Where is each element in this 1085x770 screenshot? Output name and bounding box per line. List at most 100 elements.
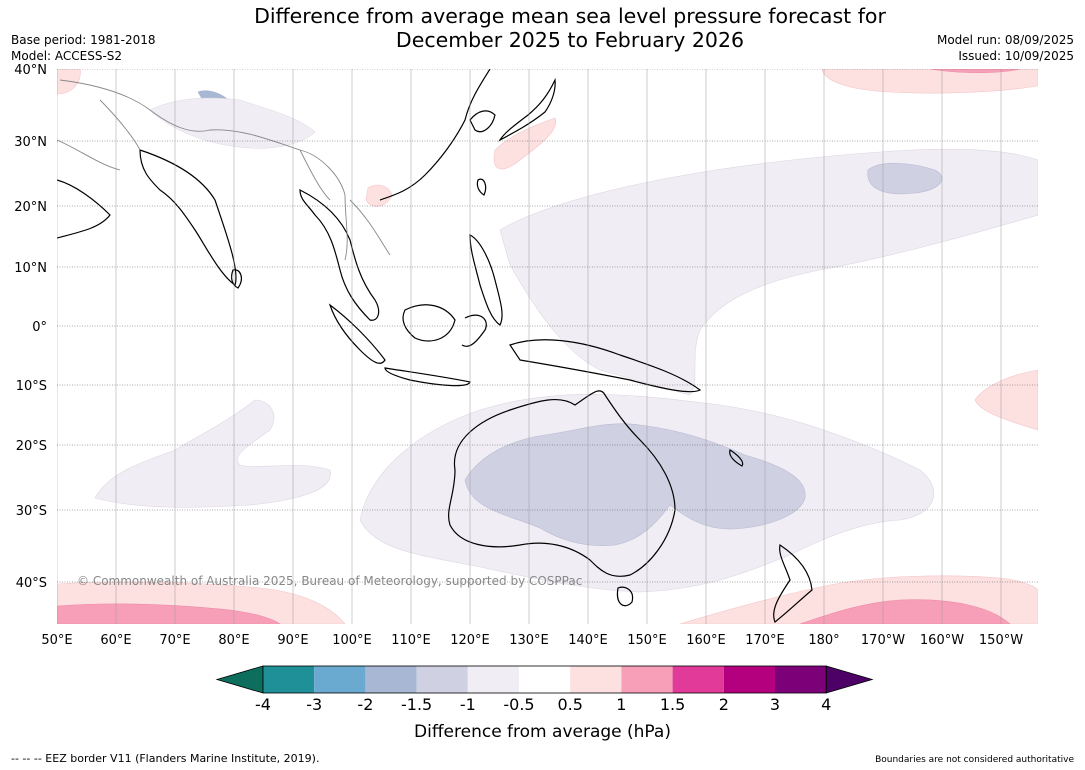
colorbar-segment (467, 666, 519, 693)
lat-label: 20°S (16, 439, 47, 454)
anomaly-region-negative-north-pacific (867, 162, 943, 195)
anomaly-region-strong-positive-southern-ocean (799, 599, 1011, 624)
colorbar-tick-label: -1 (460, 695, 476, 714)
lat-label: 30°S (16, 504, 47, 519)
lat-label: 10°S (16, 379, 47, 394)
map-title: Difference from average mean sea level p… (210, 4, 930, 52)
coastline-india (139, 149, 237, 286)
colorbar-tick-label: 1.5 (660, 695, 685, 714)
lon-label: 60°E (100, 633, 131, 648)
base-period: Base period: 1981-2018 (11, 33, 156, 47)
lon-label: 160°W (920, 633, 964, 648)
anomaly-region-strong-positive-north-pacific (929, 69, 1021, 73)
gridlines (57, 69, 1038, 583)
anomaly-region-strong-positive-south-indian (57, 603, 281, 624)
issued-date: Issued: 10/09/2025 (958, 49, 1074, 63)
colorbar-tick-label: 0.5 (557, 695, 582, 714)
longitude-labels: 50°E 60°E 70°E 80°E 90°E 100°E 110°E 120… (41, 633, 1023, 648)
colorbar-tick-label: -0.5 (503, 695, 534, 714)
colorbar-tick-label: -1.5 (401, 695, 432, 714)
lat-label: 10°N (14, 261, 47, 276)
colorbar-segment (621, 666, 673, 693)
coastline-new-zealand (773, 544, 813, 623)
lat-label: 40°S (16, 576, 47, 591)
lon-label: 160°E (686, 633, 726, 648)
colorbar-outline (262, 665, 827, 694)
coastline-sulawesi (461, 314, 487, 347)
colorbar-tick-label: -3 (306, 695, 322, 714)
colorbar-extend-high (825, 665, 874, 694)
coastline-indochina (299, 189, 380, 321)
anomaly-fields (57, 69, 1038, 624)
coastline-borneo (402, 304, 456, 342)
coastline-tasmania (616, 586, 634, 607)
coastline-china (379, 69, 491, 201)
title-line-1: Difference from average mean sea level p… (254, 4, 886, 28)
lon-label: 140°E (568, 633, 608, 648)
latitude-labels: 40°N 30°N 20°N 10°N 0° 10°S 20°S 30°S 40… (14, 63, 47, 591)
boundaries-note: Boundaries are not considered authoritat… (875, 755, 1074, 765)
country-borders (57, 79, 391, 261)
run-info: Model run: 08/09/2025 Issued: 10/09/2025 (937, 32, 1074, 64)
anomaly-region-weak-negative-tibet (149, 97, 316, 149)
coastline-sumatra (328, 303, 386, 364)
model-info: Base period: 1981-2018 Model: ACCESS-S2 (11, 32, 156, 64)
colorbar-tick-label: 2 (719, 695, 729, 714)
colorbar-segment (314, 666, 366, 693)
lon-label: 110°E (391, 633, 431, 648)
colorbar-tick-label: -4 (255, 695, 271, 714)
anomaly-region-weak-negative-indian (94, 399, 331, 508)
lon-label: 180° (808, 633, 839, 648)
meridians (57, 69, 1002, 624)
colorbar-segment (519, 666, 571, 693)
colorbar-segment (365, 666, 417, 693)
colorbar-tick-label: 4 (821, 695, 831, 714)
title-line-2: December 2025 to February 2026 (395, 28, 745, 52)
anomaly-region-weak-negative-pacific (499, 148, 1038, 396)
colorbar-extend-low (215, 665, 264, 694)
coastline-new-caledonia (729, 449, 744, 467)
lon-label: 50°E (41, 633, 72, 648)
lon-label: 170°W (861, 633, 905, 648)
colorbar-segment (723, 666, 775, 693)
colorbar-segment (775, 666, 827, 693)
colorbar-segment (416, 666, 468, 693)
colorbar: -4 -3 -2 -1.5 -1 -0.5 0.5 1 1.5 2 3 4 (215, 665, 874, 714)
model-name: Model: ACCESS-S2 (11, 49, 123, 63)
lon-label: 130°E (509, 633, 549, 648)
lon-label: 70°E (159, 633, 190, 648)
colorbar-tick-label: 3 (770, 695, 780, 714)
anomaly-region-negative-australia (464, 423, 806, 546)
lat-label: 30°N (14, 135, 47, 150)
lon-label: 100°E (332, 633, 372, 648)
colorbar-segment (672, 666, 724, 693)
lon-label: 120°E (450, 633, 490, 648)
coastline-arabia (57, 179, 111, 239)
coastline-philippines (469, 234, 503, 326)
lon-label: 170°E (745, 633, 785, 648)
eez-note: -- -- -- EEZ border V11 (Flanders Marine… (11, 752, 320, 765)
lon-label: 150°W (979, 633, 1023, 648)
lon-label: 90°E (277, 633, 308, 648)
colorbar-segment (570, 666, 622, 693)
lon-label: 150°E (627, 633, 667, 648)
coastline-korea (469, 110, 496, 133)
colorbar-tick-label: -2 (357, 695, 373, 714)
model-run: Model run: 08/09/2025 (936, 33, 1074, 47)
anomaly-region-positive-japan (493, 117, 557, 170)
colorbar-tick-label: 1 (616, 695, 626, 714)
coastline-japan (498, 77, 556, 142)
coastline-sri-lanka (231, 269, 242, 289)
coastline-java (384, 367, 471, 387)
anomaly-region-positive-north-pacific (821, 69, 1038, 94)
copyright-notice: © Commonwealth of Australia 2025, Bureau… (77, 574, 583, 588)
lat-label: 0° (32, 320, 47, 335)
lon-label: 80°E (218, 633, 249, 648)
colorbar-segment (263, 666, 315, 693)
lat-label: 40°N (14, 63, 47, 78)
colorbar-label: Difference from average (hPa) (414, 722, 671, 742)
lat-label: 20°N (14, 200, 47, 215)
coastline-new-guinea (509, 339, 702, 393)
coastline-taiwan (476, 178, 487, 196)
